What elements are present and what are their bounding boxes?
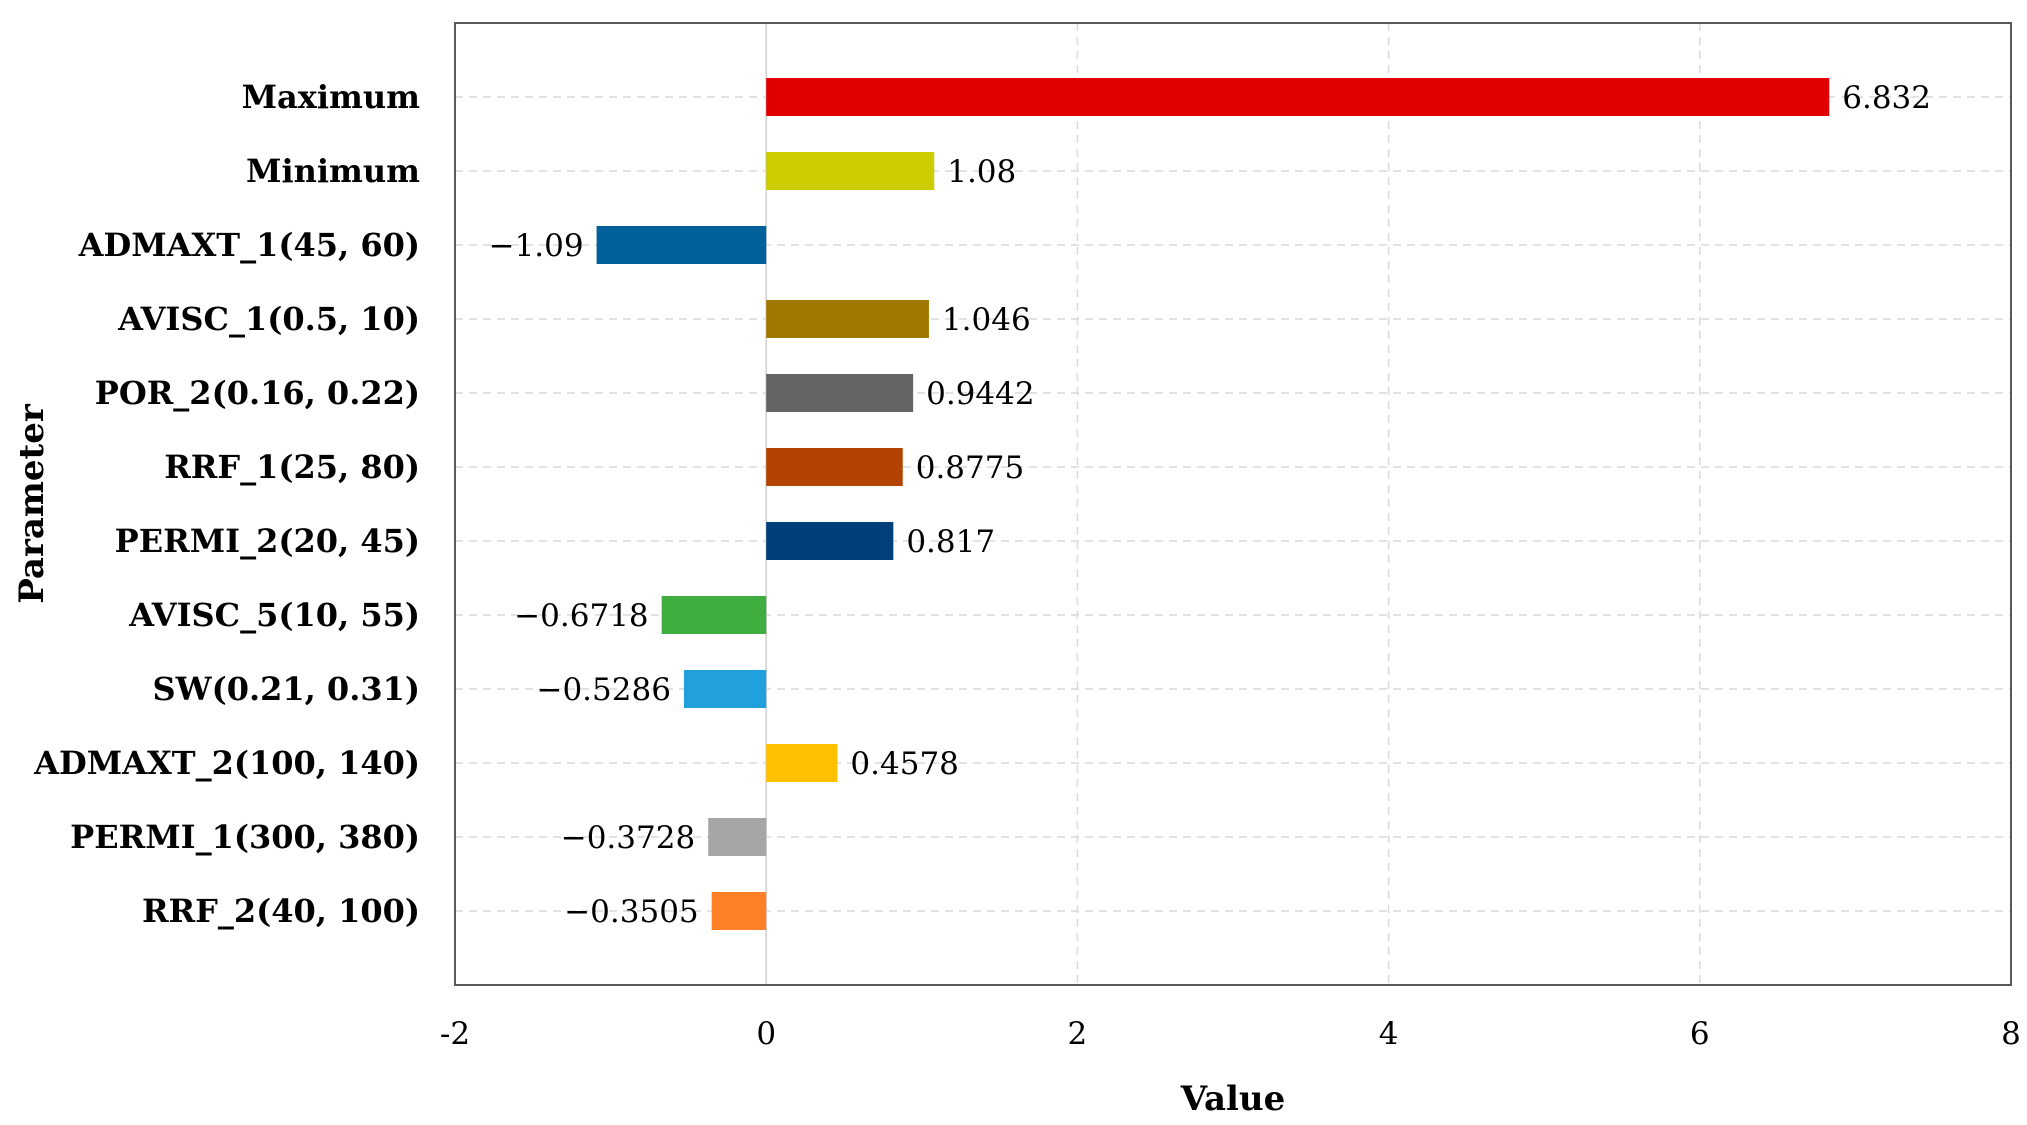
bar (766, 78, 1830, 116)
category-labels: Maximum Minimum ADMAXT_1(45, 60) AVISC_1(0.… (33, 78, 420, 930)
x-tick-label: 6 (1690, 1016, 1710, 1052)
data-label: −0.3505 (564, 894, 698, 930)
bar (766, 300, 929, 338)
bar (711, 892, 767, 930)
bar (766, 744, 838, 782)
data-label: 1.08 (947, 154, 1016, 190)
data-label: 0.9442 (926, 376, 1034, 412)
data-labels: 6.832 1.08 −1.09 1.046 0.9442 0.8775 0.817 −0.6… (489, 80, 1931, 930)
x-tick-label: 4 (1379, 1016, 1399, 1052)
bar (596, 226, 767, 264)
data-label: 0.817 (906, 524, 995, 560)
data-label: −0.3728 (561, 820, 695, 856)
category-label: SW(0.21, 0.31) (153, 670, 420, 708)
category-label: PERMI_1(300, 380) (70, 818, 420, 856)
x-tick-label: 8 (2001, 1016, 2021, 1052)
x-tick-label: 0 (756, 1016, 776, 1052)
x-tick-labels: -2 0 2 4 6 8 (440, 1016, 2021, 1052)
category-label: POR_2(0.16, 0.22) (95, 374, 420, 412)
bar (766, 152, 935, 190)
bar (766, 522, 894, 560)
data-label: 6.832 (1842, 80, 1931, 116)
category-label: RRF_1(25, 80) (164, 448, 420, 486)
bars (596, 78, 1830, 930)
category-label: ADMAXT_2(100, 140) (33, 744, 420, 782)
data-label: −1.09 (489, 228, 584, 264)
bar (708, 818, 767, 856)
category-label: RRF_2(40, 100) (142, 892, 420, 930)
category-label: AVISC_1(0.5, 10) (117, 300, 420, 338)
bar (766, 448, 903, 486)
data-label: 1.046 (942, 302, 1031, 338)
y-axis-title: Parameter (12, 403, 52, 604)
category-label: Maximum (242, 78, 421, 116)
bar (766, 374, 914, 412)
bar (683, 670, 767, 708)
data-label: 0.8775 (916, 450, 1024, 486)
category-label: AVISC_5(10, 55) (128, 596, 420, 634)
x-tick-label: -2 (440, 1016, 470, 1052)
plot-area-frame (454, 22, 2012, 986)
data-label: −0.6718 (514, 598, 648, 634)
bar (661, 596, 767, 634)
x-tick-label: 2 (1068, 1016, 1088, 1052)
category-label: ADMAXT_1(45, 60) (78, 226, 420, 264)
category-label: PERMI_2(20, 45) (115, 522, 420, 560)
data-label: 0.4578 (850, 746, 958, 782)
category-label: Minimum (246, 152, 420, 190)
data-label: −0.5286 (536, 672, 670, 708)
x-axis-title: Value (1180, 1079, 1286, 1119)
